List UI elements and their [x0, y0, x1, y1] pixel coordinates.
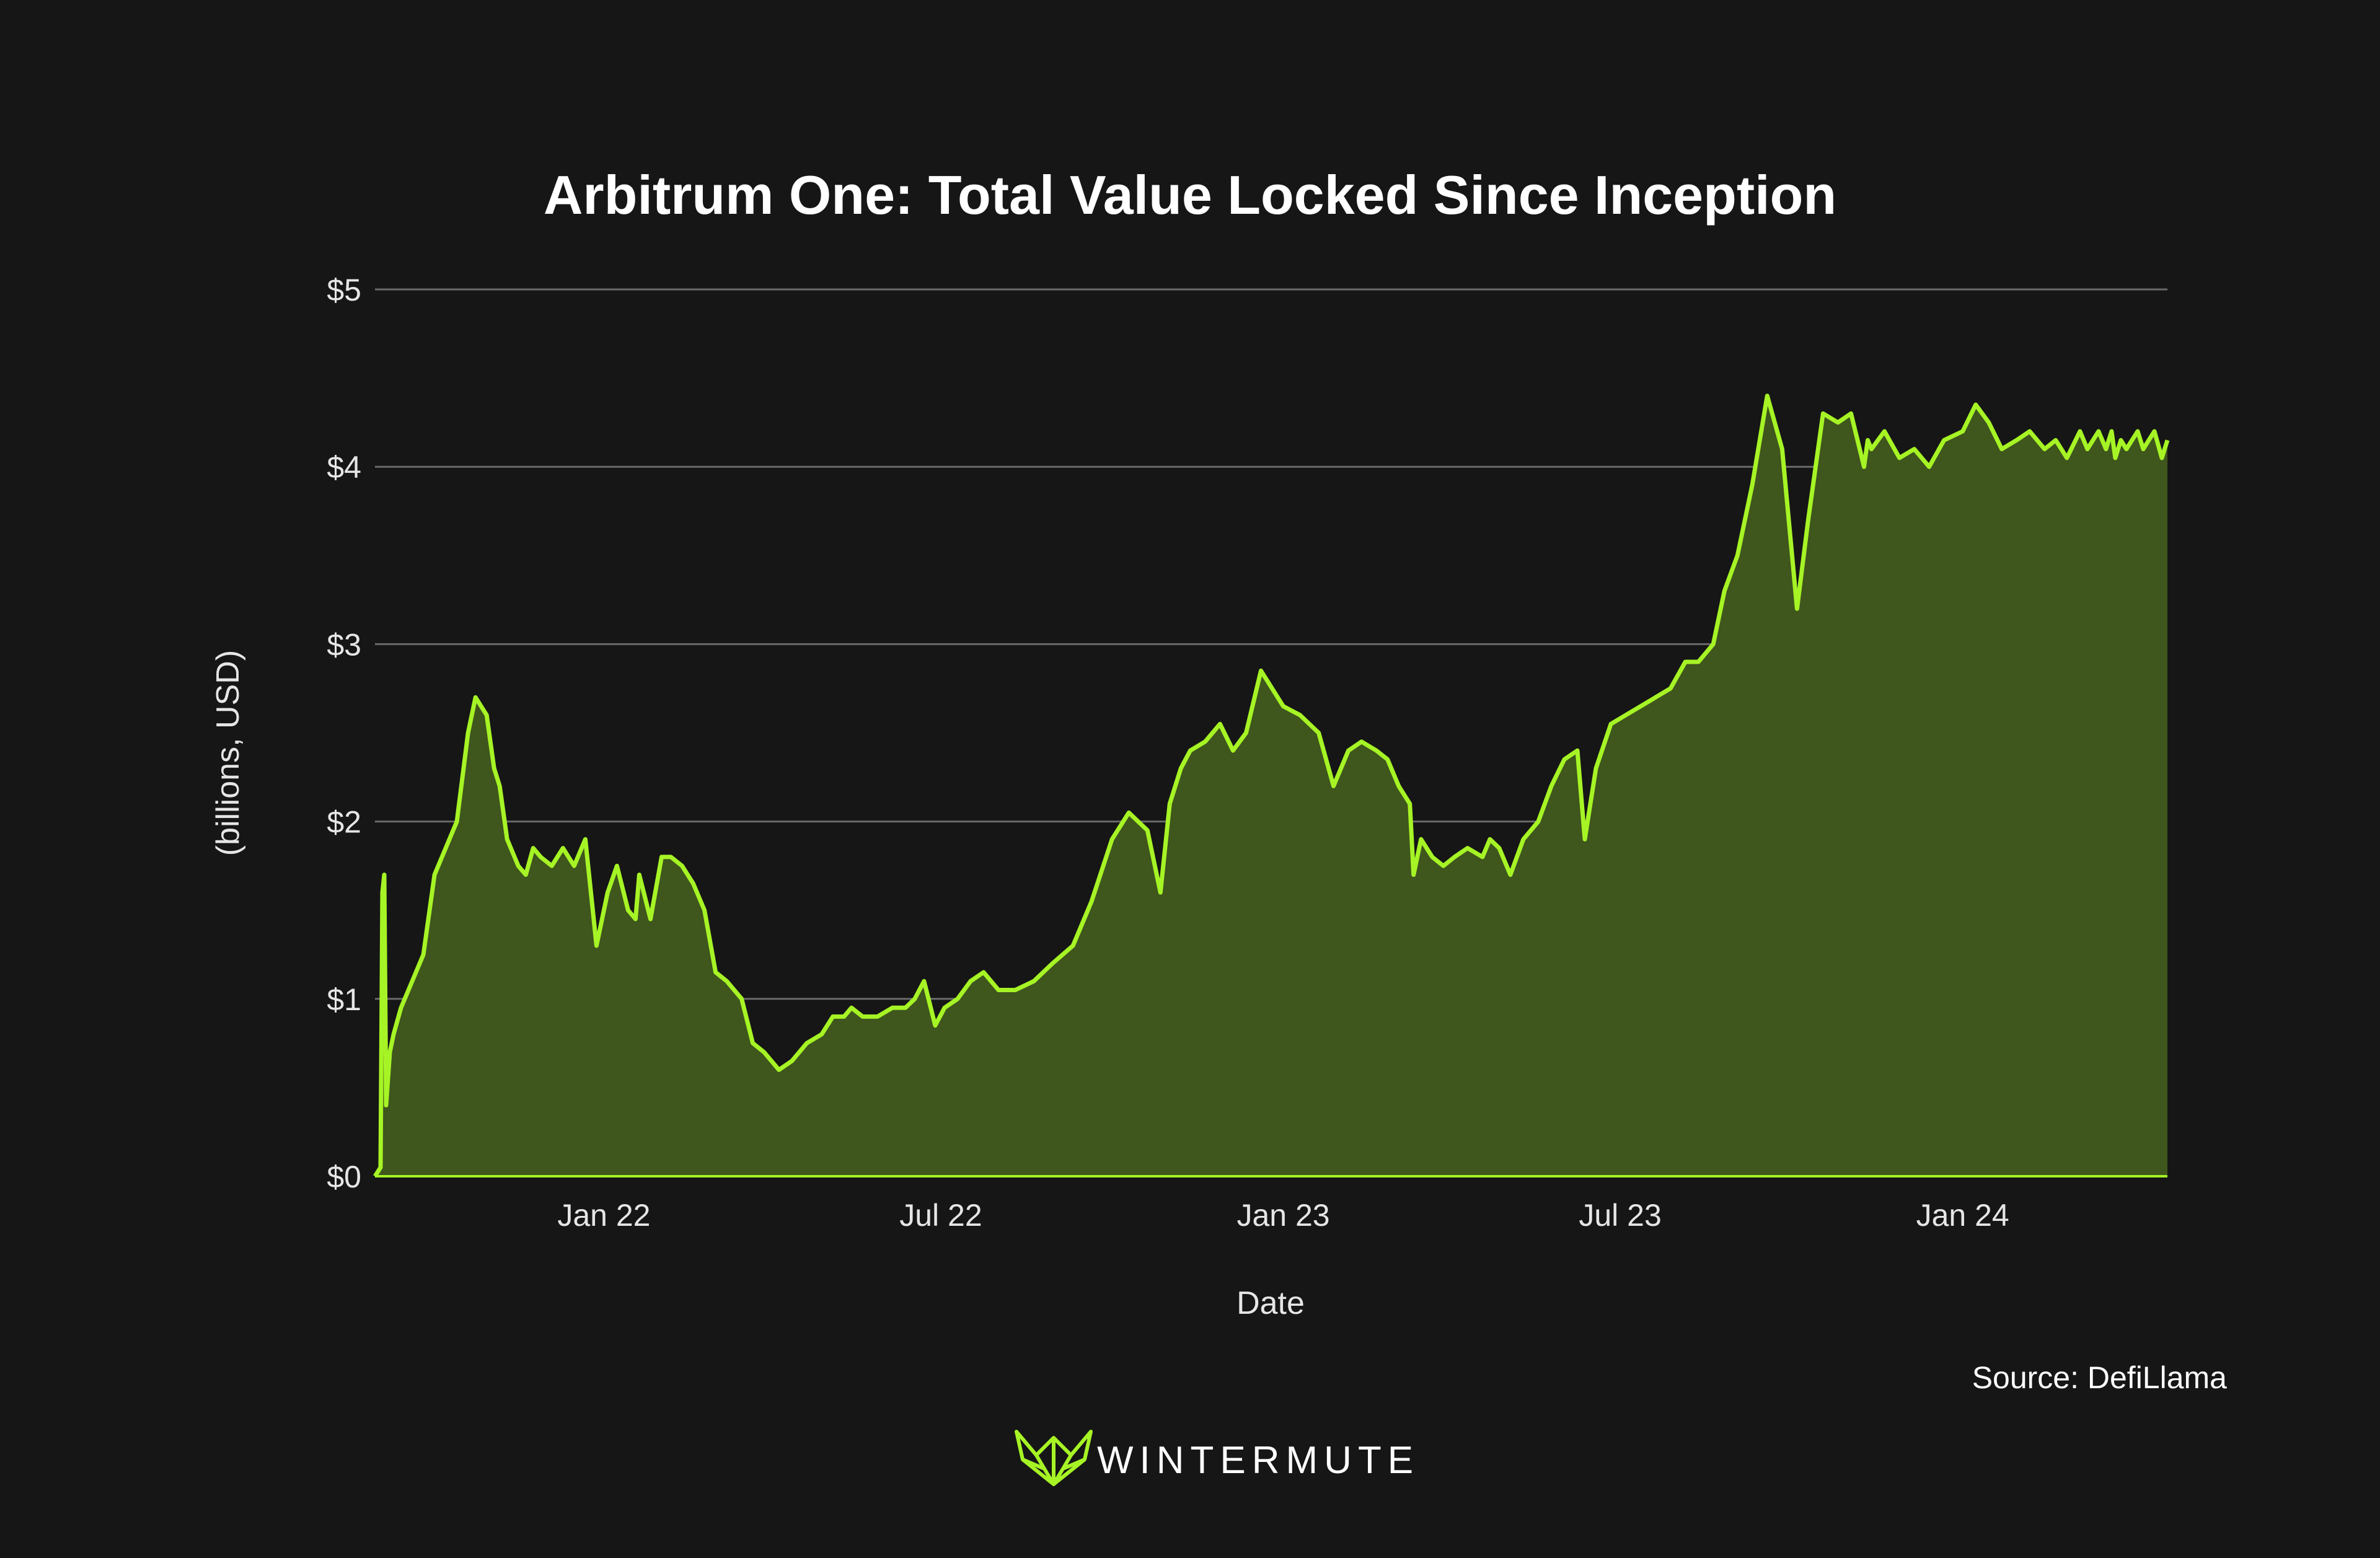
y-tick-label-5: $5 [327, 273, 361, 307]
y-tick-label-1: $1 [327, 982, 361, 1017]
wintermute-wordmark: WINTERMUTE [1097, 1439, 1419, 1482]
x-tick-labels: Jan 22 Jul 22 Jan 23 Jul 23 Jan 24 [557, 1198, 2009, 1233]
y-tick-label-2: $2 [327, 805, 361, 840]
chart-title: Arbitrum One: Total Value Locked Since I… [544, 164, 1836, 226]
plot-area [373, 394, 2170, 1177]
tvl-line [373, 394, 2170, 1177]
y-tick-label-0: $0 [327, 1160, 361, 1194]
wintermute-logo-icon [1015, 1430, 1093, 1486]
x-tick-label-0: Jan 22 [557, 1198, 650, 1233]
x-tick-label-2: Jan 23 [1236, 1198, 1329, 1233]
tvl-area-fill [375, 395, 2167, 1177]
x-tick-label-1: Jul 22 [899, 1198, 982, 1233]
y-tick-labels: $0 $1 $2 $3 $4 $5 [327, 273, 361, 1194]
y-tick-label-4: $4 [327, 450, 361, 485]
x-tick-label-4: Jan 24 [1916, 1198, 2009, 1233]
x-axis-label: Date [1236, 1285, 1305, 1321]
y-axis-label: (billions, USD) [210, 650, 246, 856]
x-tick-label-3: Jul 23 [1579, 1198, 1661, 1233]
y-tick-label-3: $3 [327, 627, 361, 662]
source-note: Source: DefiLlama [1972, 1360, 2227, 1395]
